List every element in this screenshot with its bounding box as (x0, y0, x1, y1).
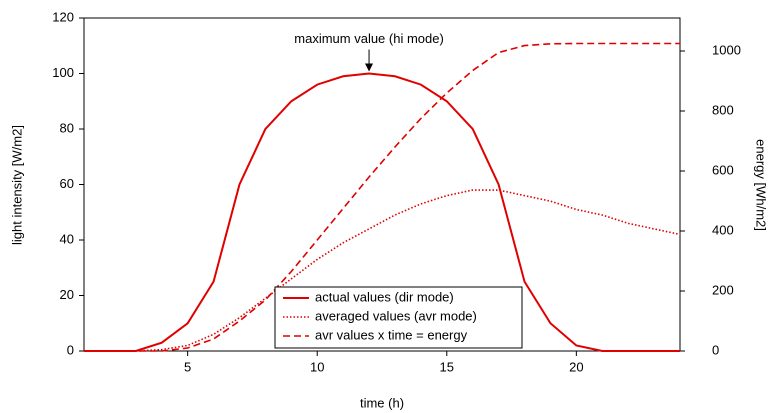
x-tick-label: 10 (310, 359, 324, 374)
legend-label: averaged values (avr mode) (315, 308, 477, 323)
y2-tick-label: 400 (712, 222, 734, 237)
y-tick-label: 20 (60, 287, 74, 302)
y-tick-label: 60 (60, 176, 74, 191)
y-tick-label: 0 (67, 342, 74, 357)
data-line (84, 42, 680, 352)
y-tick-label: 80 (60, 120, 74, 135)
annotation: maximum value (hi mode) (294, 31, 444, 46)
data-line (84, 72, 680, 352)
annotation-arrowhead (365, 63, 374, 72)
y-axis-label: light intensity [W/m2] (9, 125, 24, 245)
y2-tick-label: 800 (712, 102, 734, 117)
x-tick-label: 20 (569, 359, 583, 374)
x-tick-label: 5 (184, 359, 191, 374)
y2-axis-label: energy [Wh/m2] (754, 139, 769, 231)
y2-tick-label: 200 (712, 282, 734, 297)
legend-label: avr values x time = energy (315, 327, 468, 342)
x-axis-label: time (h) (360, 395, 404, 410)
y-tick-label: 100 (52, 65, 74, 80)
x-tick-label: 15 (440, 359, 454, 374)
y-tick-label: 120 (52, 9, 74, 24)
legend-box (274, 286, 523, 349)
y-tick-label: 40 (60, 231, 74, 246)
y2-tick-label: 1000 (712, 42, 741, 57)
y2-tick-label: 600 (712, 162, 734, 177)
legend-label: actual values (dir mode) (315, 289, 454, 304)
y2-tick-label: 0 (712, 342, 719, 357)
